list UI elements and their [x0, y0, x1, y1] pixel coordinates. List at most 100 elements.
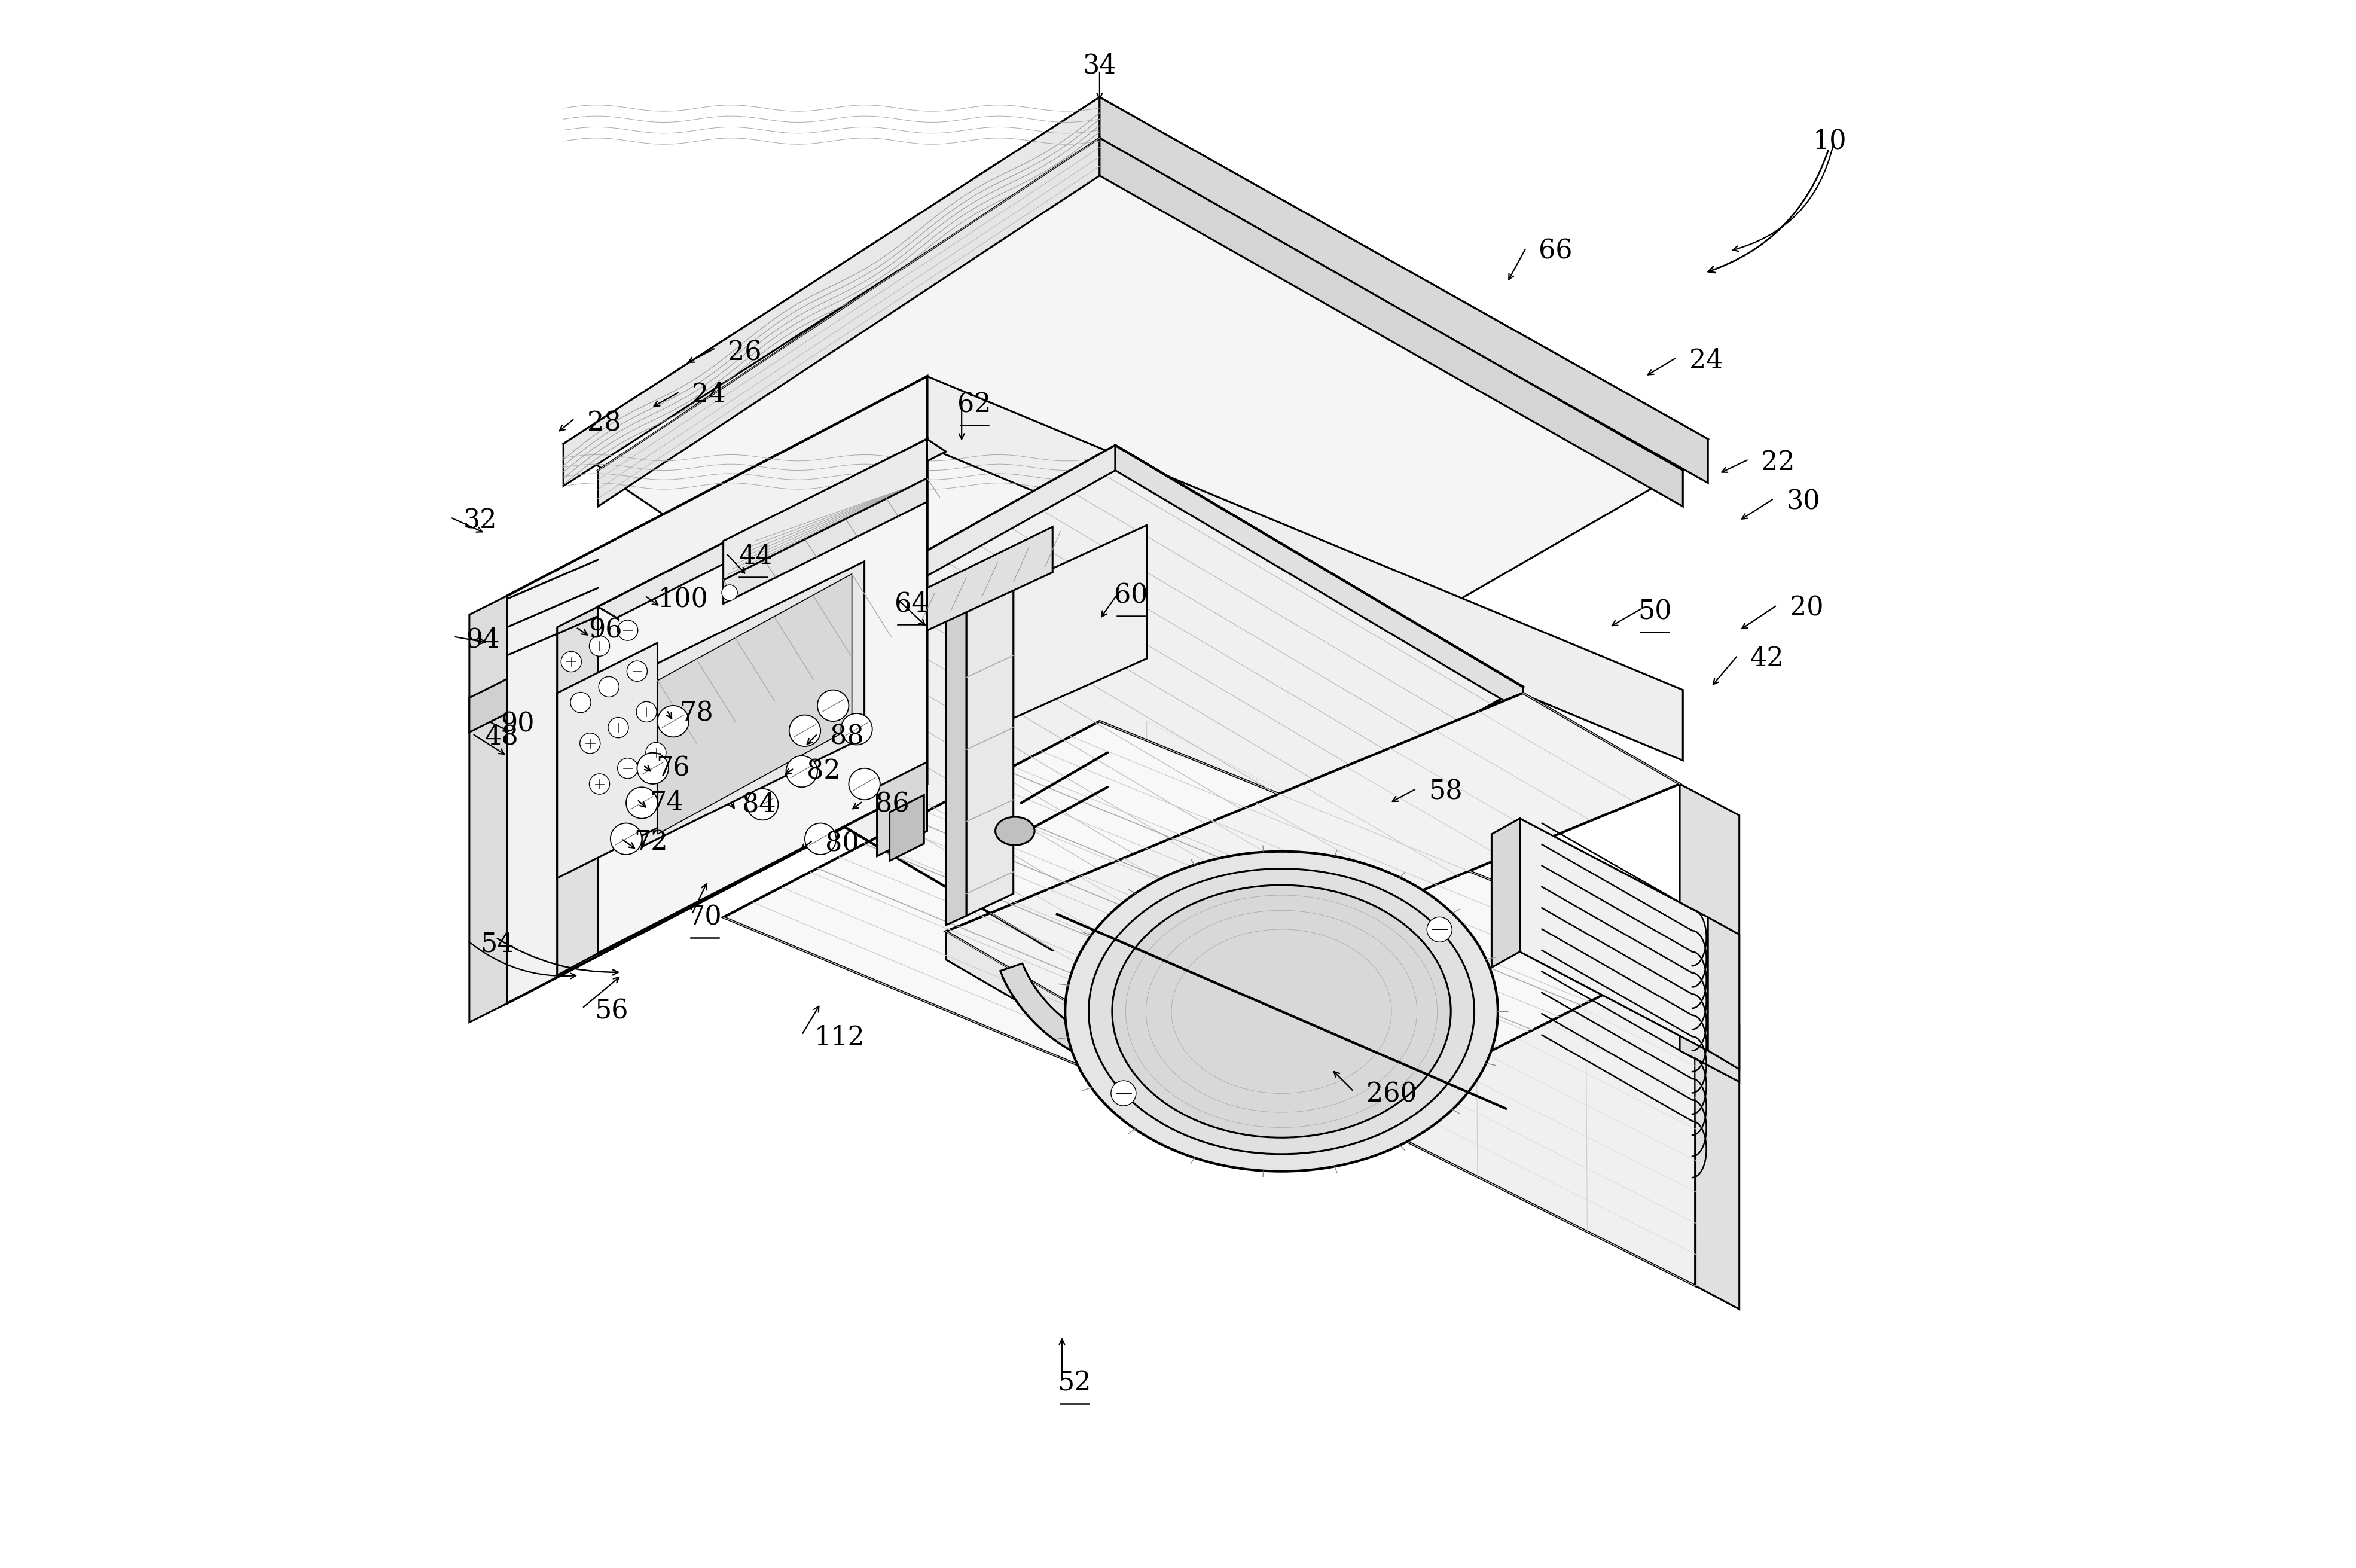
- Polygon shape: [641, 561, 865, 847]
- Polygon shape: [507, 376, 928, 1004]
- Polygon shape: [674, 695, 768, 746]
- Circle shape: [627, 662, 648, 682]
- Circle shape: [1112, 1080, 1136, 1105]
- Polygon shape: [947, 693, 1680, 1022]
- Polygon shape: [563, 97, 1708, 787]
- Text: 22: 22: [1762, 450, 1795, 475]
- Text: 56: 56: [594, 999, 629, 1024]
- Polygon shape: [891, 795, 924, 861]
- Circle shape: [580, 734, 601, 754]
- Text: 30: 30: [1786, 489, 1821, 514]
- Text: 84: 84: [742, 792, 775, 817]
- Polygon shape: [1001, 917, 1336, 1074]
- Polygon shape: [1680, 784, 1739, 1082]
- Polygon shape: [469, 679, 507, 732]
- Polygon shape: [1114, 445, 1522, 712]
- Circle shape: [721, 585, 737, 601]
- Ellipse shape: [1112, 884, 1451, 1138]
- Text: 78: 78: [679, 701, 714, 726]
- Text: 94: 94: [466, 627, 499, 652]
- Text: 66: 66: [1538, 238, 1571, 263]
- Circle shape: [636, 702, 657, 721]
- Polygon shape: [657, 574, 853, 834]
- Text: 34: 34: [1084, 53, 1117, 78]
- Text: 90: 90: [502, 712, 535, 737]
- Text: 48: 48: [485, 724, 518, 750]
- Text: 80: 80: [825, 831, 860, 856]
- Circle shape: [570, 693, 591, 713]
- Polygon shape: [947, 608, 966, 925]
- Polygon shape: [723, 478, 928, 604]
- Polygon shape: [598, 138, 1682, 808]
- Text: 72: 72: [634, 829, 667, 855]
- Text: 20: 20: [1791, 596, 1824, 621]
- Polygon shape: [556, 643, 657, 878]
- Text: 96: 96: [589, 618, 622, 643]
- Text: 50: 50: [1637, 599, 1670, 624]
- Circle shape: [610, 823, 641, 855]
- Text: 52: 52: [1058, 1370, 1091, 1396]
- Circle shape: [646, 743, 667, 764]
- Polygon shape: [1100, 138, 1682, 506]
- Circle shape: [636, 753, 669, 784]
- Polygon shape: [928, 376, 1682, 760]
- Text: 62: 62: [957, 392, 992, 417]
- Text: 28: 28: [587, 411, 620, 436]
- Polygon shape: [928, 527, 1053, 630]
- Polygon shape: [1708, 917, 1739, 1069]
- Polygon shape: [674, 671, 768, 737]
- Polygon shape: [876, 762, 928, 856]
- Polygon shape: [947, 931, 1103, 1051]
- Polygon shape: [723, 721, 1680, 1152]
- Polygon shape: [1696, 1004, 1739, 1309]
- Text: 82: 82: [806, 759, 841, 784]
- Text: 260: 260: [1366, 1082, 1416, 1107]
- Polygon shape: [469, 596, 507, 1022]
- Polygon shape: [646, 445, 1114, 734]
- Circle shape: [617, 621, 638, 641]
- Circle shape: [589, 775, 610, 795]
- Polygon shape: [563, 97, 1100, 486]
- Circle shape: [617, 759, 638, 779]
- Circle shape: [848, 768, 881, 800]
- Circle shape: [806, 823, 836, 855]
- Text: 24: 24: [693, 383, 726, 408]
- Text: 32: 32: [464, 508, 497, 533]
- Circle shape: [747, 789, 777, 820]
- Circle shape: [589, 637, 610, 657]
- Polygon shape: [598, 439, 928, 953]
- Polygon shape: [723, 439, 928, 580]
- Polygon shape: [966, 586, 1013, 916]
- Text: 88: 88: [829, 724, 865, 750]
- Polygon shape: [556, 607, 598, 975]
- Circle shape: [561, 652, 582, 673]
- Ellipse shape: [1088, 869, 1475, 1154]
- Polygon shape: [1520, 818, 1708, 1051]
- Text: 100: 100: [657, 586, 709, 612]
- Text: 54: 54: [481, 931, 514, 956]
- Polygon shape: [1100, 97, 1708, 483]
- Text: 64: 64: [895, 591, 928, 616]
- Text: 70: 70: [688, 905, 721, 930]
- Circle shape: [1428, 917, 1451, 942]
- Circle shape: [789, 715, 820, 746]
- Circle shape: [818, 690, 848, 721]
- Text: 74: 74: [650, 790, 683, 815]
- Text: 10: 10: [1814, 129, 1847, 154]
- Text: 60: 60: [1114, 583, 1147, 608]
- Circle shape: [627, 787, 657, 818]
- Circle shape: [598, 677, 620, 698]
- Polygon shape: [598, 138, 1100, 506]
- Circle shape: [608, 718, 629, 739]
- Circle shape: [841, 713, 872, 745]
- Circle shape: [787, 756, 818, 787]
- Text: 86: 86: [876, 792, 909, 817]
- Text: 42: 42: [1751, 646, 1783, 671]
- Text: 76: 76: [655, 756, 690, 781]
- Text: 26: 26: [728, 340, 761, 365]
- Text: 44: 44: [740, 544, 773, 569]
- Text: 24: 24: [1689, 348, 1722, 373]
- Text: 58: 58: [1428, 779, 1463, 804]
- Polygon shape: [598, 439, 947, 618]
- Circle shape: [657, 706, 688, 737]
